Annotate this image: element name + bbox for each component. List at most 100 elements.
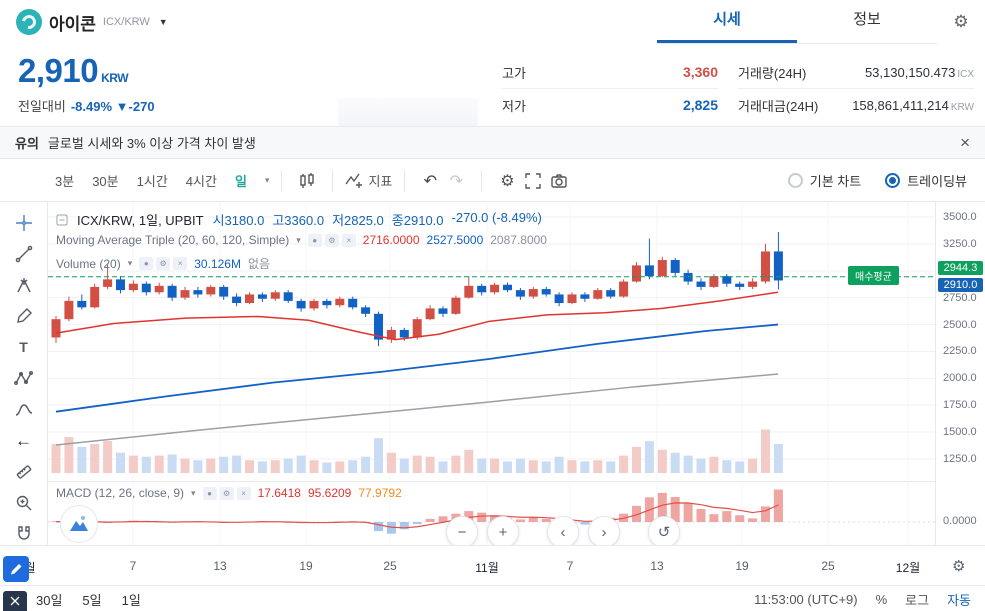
radio-basic-chart[interactable]: 기본 차트 [787,171,861,190]
legend-low: 저2825.0 [332,213,384,228]
settings-gear-icon[interactable]: ⚙ [953,12,969,31]
time-axis-label: 19 [299,559,313,573]
auto-scale-button[interactable]: 자동 [947,592,971,608]
reset-chart-button[interactable]: ↺ [648,516,680,548]
volume-title: Volume (20) [56,256,121,271]
fullscreen-icon[interactable] [520,168,546,194]
clock-label[interactable]: 11:53:00 (UTC+9) [754,591,858,607]
indicator-controls: ● ⚙ × [139,257,188,270]
chart-nav-buttons: − + ‹ › ↺ [446,516,680,548]
crosshair-tool-icon[interactable] [10,212,38,233]
visibility-icon[interactable]: ● [202,486,217,500]
time-axis-label: 25 [383,559,397,573]
macd-legend: MACD (12, 26, close, 9) ▾ ● ⚙ × 17.6418 95… [56,486,402,500]
coin-selector[interactable]: 아이콘 ICX/KRW ▼ [0,9,168,35]
interval-button[interactable]: 1시간 [136,174,168,189]
arrow-left-collapse-icon[interactable]: ← [15,430,32,450]
avg-buy-price-flag: 매수평균 [848,266,899,285]
interval-button[interactable]: 3분 [55,174,75,189]
scroll-right-button[interactable]: › [588,516,620,548]
chart-settings-gear-icon[interactable]: ⚙ [500,172,515,190]
log-scale-button[interactable]: 로그 [905,592,930,608]
tab-info[interactable]: 정보 [853,11,881,28]
divider [404,169,406,192]
redo-icon[interactable]: ↷ [449,172,464,190]
time-axis-label: 7 [566,559,574,573]
camera-icon[interactable] [546,168,572,194]
price-axis-label: 3250.0 [943,237,977,250]
chevron-down-icon[interactable]: ▾ [191,487,196,498]
chart-type-radios: 기본 차트 트레이딩뷰 [787,171,967,190]
main-chart-pane[interactable]: ICX/KRW, 1일, UPBIT 시3180.0 고3360.0 저2825… [48,202,935,480]
interval-button[interactable]: 30분 [92,174,119,189]
radio-tv-label: 트레이딩뷰 [907,174,967,189]
indicator-button[interactable]: 지표 [345,171,392,190]
remove-icon[interactable]: × [173,257,188,270]
price-axis[interactable]: 2944.3 2910.0 0.0000 3500.0 3250.0 2750.0 2… [935,202,985,545]
radio-tradingview[interactable]: 트레이딩뷰 [885,171,967,190]
ruler-tool-icon[interactable] [10,462,38,483]
interval-active[interactable]: 일 [234,174,247,189]
bottom-right-controls: 11:53:00 (UTC+9) % 로그 자동 [754,590,971,609]
range-button[interactable]: 30일 [36,592,63,608]
remove-icon[interactable]: × [236,486,251,500]
tab-price[interactable]: 시세 [657,0,797,43]
pitchfork-tool-icon[interactable] [10,274,38,295]
bottom-bar: 30일 5일 1일 11:53:00 (UTC+9) % 로그 자동 [0,585,985,611]
range-button[interactable]: 1일 [121,592,141,608]
range-button[interactable]: 5일 [82,592,102,608]
price-unit: KRW [101,71,129,85]
notice-text: 글로벌 시세와 3% 이상 가격 차이 발생 [47,136,256,151]
visibility-icon[interactable]: ● [307,233,322,247]
trade-amount-row: 거래대금(24H) 158,861,411,214 KRW [738,89,974,121]
ma120-value: 2087.8000 [490,233,547,247]
volume-legend: Volume (20) ▾ ● ⚙ × 30.126M 없음 [56,255,270,272]
legend-change: -270.0 (-8.49%) [451,210,542,225]
magnet-tool-icon[interactable] [10,524,38,545]
chart-watermark-icon[interactable] [60,505,98,543]
change-amount: -270 [128,99,155,114]
zoom-in-tool-icon[interactable] [10,493,38,514]
chart-toolbar: 3분 30분 1시간 4시간 일 ▾ 지표 ↶ ↷ ⚙ 기본 차트 트레이딩뷰 [0,160,985,202]
drawing-panel-button[interactable] [3,556,29,582]
down-arrow-icon: ▼ [115,99,129,114]
indicator-settings-icon[interactable]: ⚙ [219,486,234,500]
pattern-tool-icon[interactable] [10,368,38,389]
candle-style-icon[interactable] [294,168,320,194]
time-axis[interactable]: ⚙ 월 7 13 19 25 11월 7 13 19 25 12월 [0,545,985,586]
volume-value: 30.126M [194,256,241,271]
macd-title: MACD (12, 26, close, 9) [56,486,185,500]
candlestick-chart[interactable] [48,202,935,480]
price-change: 전일대비 -8.49% ▼-270 [18,96,155,115]
low-label: 저가 [502,98,526,114]
trend-line-tool-icon[interactable] [10,243,38,264]
zoom-out-button[interactable]: − [446,516,478,548]
text-tool-icon[interactable]: T [19,339,28,356]
zoom-in-button[interactable]: + [487,516,519,548]
time-axis-label: 12월 [895,561,921,575]
chevron-down-icon[interactable]: ▾ [296,234,301,245]
macd-chart[interactable] [48,482,935,546]
brush-tool-icon[interactable] [10,306,38,327]
coin-logo-icon [16,9,42,35]
trade-amount-value: 158,861,411,214 KRW [852,97,974,113]
indicator-settings-icon[interactable]: ⚙ [324,233,339,247]
interval-button[interactable]: 4시간 [185,174,217,189]
interval-chevron-icon[interactable]: ▾ [264,175,270,185]
collapse-icon[interactable] [56,214,68,226]
remove-icon[interactable]: × [341,233,356,247]
scroll-left-button[interactable]: ‹ [547,516,579,548]
price-section: 2,910 KRW 전일대비 -8.49% ▼-270 고가 3,360 저가 2,82… [0,44,985,148]
undo-icon[interactable]: ↶ [423,172,438,190]
macd-zero-label: 0.0000 [943,515,977,527]
chevron-down-icon[interactable]: ▾ [127,258,133,268]
forecast-tool-icon[interactable] [10,399,38,420]
hide-panel-button[interactable] [3,591,27,611]
notice-tag: 유의 [15,136,39,151]
close-icon[interactable]: × [960,132,970,152]
visibility-icon[interactable]: ● [139,257,154,270]
percent-scale-button[interactable]: % [875,591,888,607]
axis-settings-gear-icon[interactable]: ⚙ [952,558,966,575]
indicator-settings-icon[interactable]: ⚙ [156,257,171,270]
price-axis-label: 2500.0 [943,318,977,331]
